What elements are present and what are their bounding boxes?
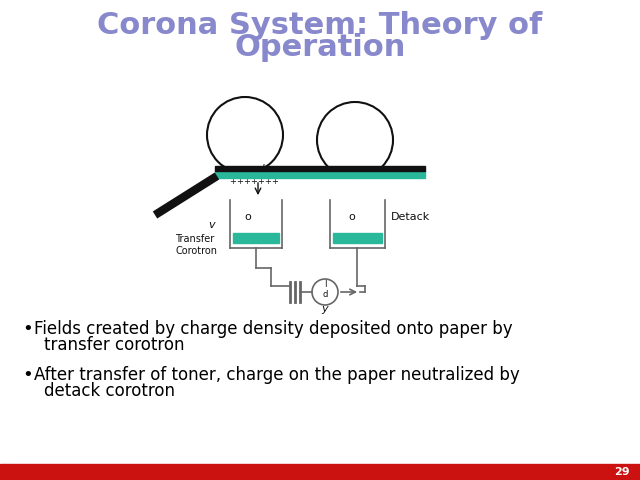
Bar — [0, 464, 640, 480]
Text: o: o — [244, 212, 251, 222]
Text: o: o — [348, 212, 355, 222]
Text: transfer corotron: transfer corotron — [44, 336, 184, 354]
Bar — [333, 233, 382, 243]
Text: Corona System: Theory of: Corona System: Theory of — [97, 11, 543, 39]
Text: +: + — [264, 177, 271, 185]
Text: $I_{dy}$: $I_{dy}$ — [261, 163, 275, 177]
Text: Operation: Operation — [234, 34, 406, 62]
Text: y: y — [322, 304, 328, 314]
Text: +: + — [230, 177, 236, 185]
Text: 29: 29 — [614, 467, 630, 477]
Text: Fields created by charge density deposited onto paper by: Fields created by charge density deposit… — [34, 320, 513, 338]
Text: •: • — [22, 320, 33, 338]
Text: I: I — [324, 280, 326, 289]
Text: d: d — [323, 290, 328, 299]
Bar — [233, 233, 279, 243]
Text: Transfer
Corotron: Transfer Corotron — [175, 234, 217, 255]
Text: +: + — [244, 177, 250, 185]
Text: +: + — [251, 177, 257, 185]
Text: +: + — [237, 177, 243, 185]
Text: +: + — [271, 177, 278, 185]
Text: +: + — [257, 177, 264, 185]
Bar — [215, 166, 425, 171]
Text: detack corotron: detack corotron — [44, 382, 175, 400]
Text: v: v — [208, 220, 214, 230]
Text: •: • — [22, 366, 33, 384]
Bar — [215, 171, 425, 178]
Text: After transfer of toner, charge on the paper neutralized by: After transfer of toner, charge on the p… — [34, 366, 520, 384]
Text: Detack: Detack — [391, 212, 430, 222]
